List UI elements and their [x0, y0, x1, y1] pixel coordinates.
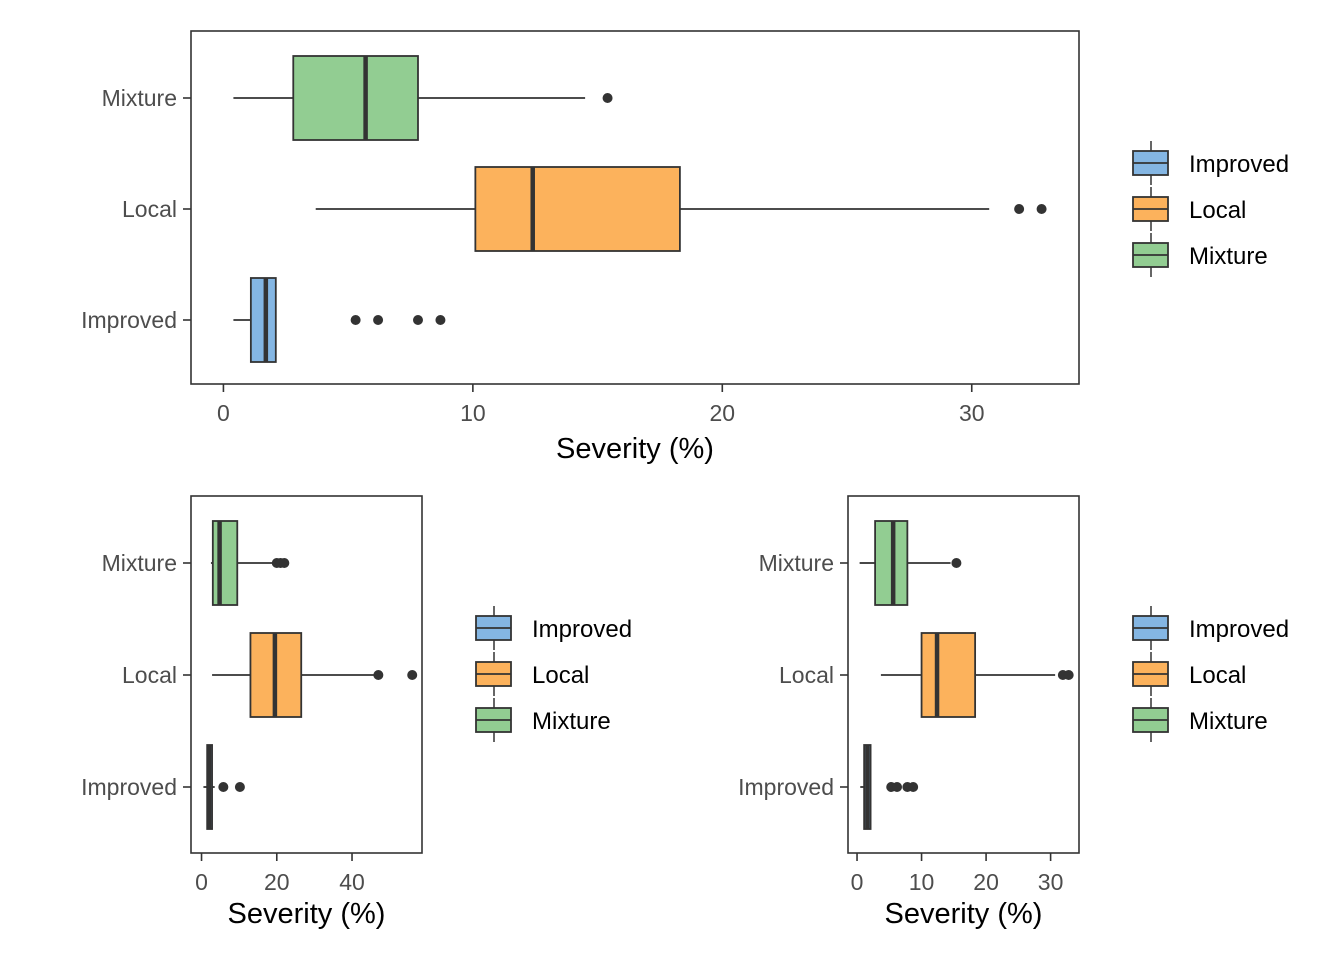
x-axis: 0 10 20 30	[851, 853, 1064, 895]
box-local	[315, 166, 1047, 252]
outlier-point	[373, 315, 384, 325]
legend-key-local	[1132, 187, 1169, 231]
x-tick-label: 20	[710, 400, 736, 426]
y-tick-label: Local	[122, 196, 177, 222]
y-tick-label: Mixture	[759, 550, 834, 576]
legend-key-mixture	[1132, 233, 1169, 277]
y-axis: Mixture Local Improved	[81, 85, 191, 333]
outlier-point	[350, 315, 361, 325]
outlier-point	[1014, 204, 1025, 214]
y-tick-label: Improved	[81, 307, 177, 333]
legend-key-local	[1132, 652, 1169, 696]
outlier-point	[412, 315, 423, 325]
legend-key-mixture	[475, 698, 512, 742]
outlier-point	[234, 782, 245, 792]
legend-key-mixture	[1132, 698, 1169, 742]
y-tick-label: Improved	[81, 774, 177, 800]
y-axis: Mixture Local Improved	[738, 550, 848, 800]
x-tick-label: 10	[909, 869, 935, 895]
x-tick-label: 40	[339, 869, 365, 895]
legend-key-improved	[1132, 606, 1169, 650]
x-axis-title: Severity (%)	[885, 898, 1043, 930]
box-local	[880, 632, 1074, 718]
legend-label: Improved	[1189, 151, 1289, 178]
box-iqr	[474, 166, 681, 252]
outlier-point	[892, 782, 903, 792]
outlier-point	[373, 670, 384, 680]
legend-label: Local	[1189, 197, 1246, 224]
x-tick-label: 0	[851, 869, 864, 895]
legend-key-local	[475, 652, 512, 696]
box-mixture	[210, 520, 290, 606]
x-tick-label: 20	[973, 869, 999, 895]
legend: Improved Local Mixture	[1132, 606, 1289, 742]
box-iqr	[920, 632, 977, 718]
legend-key-improved	[475, 606, 512, 650]
y-tick-label: Local	[122, 662, 177, 688]
y-tick-label: Mixture	[102, 85, 177, 111]
y-tick-label: Local	[779, 662, 834, 688]
outlier-point	[279, 558, 290, 568]
box-local	[212, 632, 418, 718]
legend-key-improved	[1132, 141, 1169, 185]
x-axis-title: Severity (%)	[556, 433, 714, 465]
box-iqr	[292, 55, 419, 141]
x-axis: 0 20 40	[195, 853, 365, 895]
outlier-point	[1036, 204, 1047, 214]
box-iqr	[211, 520, 239, 606]
outlier-point	[908, 782, 919, 792]
legend-label: Mixture	[1189, 243, 1268, 270]
y-tick-label: Improved	[738, 774, 834, 800]
box-improved	[860, 744, 919, 830]
legend: Improved Local Mixture	[475, 606, 632, 742]
legend-label: Mixture	[532, 708, 611, 735]
outlier-point	[435, 315, 446, 325]
legend: Improved Local Mixture	[1132, 141, 1289, 277]
y-tick-label: Mixture	[102, 550, 177, 576]
outlier-point	[218, 782, 229, 792]
box-improved	[203, 744, 245, 830]
x-tick-label: 0	[217, 400, 230, 426]
legend-label: Improved	[1189, 616, 1289, 643]
legend-label: Mixture	[1189, 708, 1268, 735]
x-tick-label: 20	[264, 869, 290, 895]
x-tick-label: 10	[460, 400, 486, 426]
outlier-point	[951, 558, 962, 568]
x-tick-label: 30	[1038, 869, 1064, 895]
legend-label: Local	[1189, 662, 1246, 689]
outlier-point	[602, 93, 613, 103]
legend-label: Local	[532, 662, 589, 689]
box-mixture	[859, 520, 962, 606]
box-iqr	[249, 277, 277, 363]
outlier-point	[1063, 670, 1074, 680]
x-axis-title: Severity (%)	[228, 898, 386, 930]
box-mixture	[233, 55, 613, 141]
y-axis: Mixture Local Improved	[81, 550, 191, 800]
x-axis: 0 10 20 30	[217, 384, 985, 426]
outlier-point	[407, 670, 418, 680]
x-tick-label: 30	[959, 400, 985, 426]
legend-label: Improved	[532, 616, 632, 643]
x-tick-label: 0	[195, 869, 208, 895]
box-improved	[233, 277, 446, 363]
